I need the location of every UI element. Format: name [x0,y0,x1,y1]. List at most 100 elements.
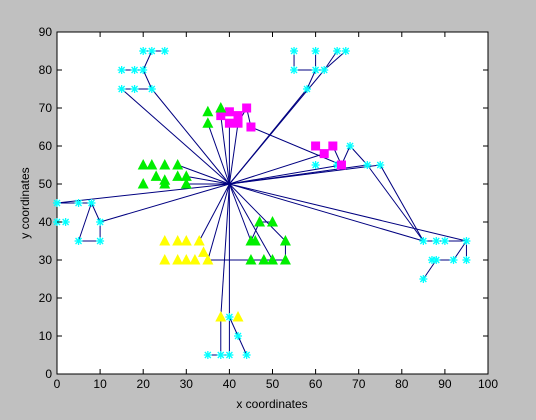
star-marker [216,351,225,359]
star-marker [419,275,428,283]
link-line [56,183,230,204]
triangle-marker [202,117,214,128]
triangle-marker [267,254,278,265]
x-tick-label: 90 [438,377,452,391]
link-line [151,88,230,185]
triangle-marker [202,105,214,117]
triangle-marker [159,159,171,170]
x-tick-label: 60 [309,377,323,391]
x-tick-label: 0 [54,377,61,391]
x-tick-label: 40 [223,377,237,391]
star-marker [160,47,169,55]
star-marker [302,85,311,93]
x-tick-label: 30 [180,377,194,391]
triangle-marker [245,235,257,246]
x-tick-label: 80 [395,377,409,391]
y-tick-label: 90 [39,25,53,39]
square-marker [233,118,243,128]
y-tick-label: 70 [39,101,53,115]
triangle-marker [215,102,227,113]
x-tick-label: 70 [352,377,366,391]
square-marker [336,160,346,170]
star-marker [96,218,105,226]
link-line [142,69,153,90]
star-marker [290,47,299,55]
square-marker [233,111,243,121]
triangle-marker [172,170,184,181]
link-line [121,88,230,185]
star-marker [203,351,212,359]
triangle-marker [180,235,192,246]
triangle-marker [172,254,184,265]
star-marker [53,199,61,207]
square-marker [224,118,234,128]
triangle-marker [180,254,192,265]
link-line [220,115,230,185]
triangle-marker [258,254,270,265]
y-tick-label: 0 [45,367,52,381]
link-line [78,202,92,242]
x-tick-label: 50 [266,377,280,391]
triangle-marker [159,178,171,189]
triangle-marker [150,170,162,181]
star-marker [96,237,105,245]
link-line [228,123,239,185]
star-marker [225,351,234,359]
square-marker [216,111,226,121]
triangle-marker [159,235,171,246]
link-line [323,50,347,71]
link-line [366,164,424,242]
link-line [323,50,338,71]
link-line [207,123,230,185]
star-marker [432,237,441,245]
link-line [198,183,230,242]
triangle-marker [245,254,257,265]
star-marker [376,161,385,169]
link-line [229,183,467,242]
star-marker [147,85,156,93]
link-lines [56,50,467,356]
link-line [349,145,368,166]
star-marker [117,66,126,74]
star-marker [462,256,471,264]
x-tick-label: 100 [478,377,498,391]
triangle-marker [279,254,291,265]
link-line [306,69,317,90]
y-tick-label: 30 [39,253,53,267]
star-marker [346,142,355,150]
link-line [229,164,342,185]
triangle-marker [215,311,227,322]
star-marker [320,66,329,74]
link-line [99,183,230,223]
link-line [229,183,286,242]
star-marker [139,47,148,55]
triangle-marker [198,246,210,257]
triangle-marker [267,216,278,227]
y-axis-label: y coordinates [18,167,32,238]
triangle-marker [172,159,184,170]
link-line [229,153,325,185]
star-marker [449,256,458,264]
star-marker [117,85,126,93]
x-tick-label: 10 [93,377,107,391]
link-line [229,183,424,242]
triangle-marker [180,178,192,189]
link-line [142,50,153,71]
link-line [228,183,273,261]
x-tick-label: 20 [137,377,151,391]
x-axis-label: x coordinates [236,397,307,411]
x-axis-ticks: 0 10 20 30 40 50 60 70 80 90 100 [54,32,498,391]
star-marker [130,85,139,93]
node-markers [53,47,471,359]
star-marker [311,66,320,74]
y-tick-label: 20 [39,291,53,305]
triangle-marker [146,159,158,170]
link-line [250,126,342,166]
star-marker [363,161,372,169]
star-marker [440,237,449,245]
y-axis-ticks: 0 10 20 30 40 50 60 70 80 90 [39,25,488,381]
square-marker [328,141,338,151]
star-marker [147,47,156,55]
plot-area [56,31,489,375]
